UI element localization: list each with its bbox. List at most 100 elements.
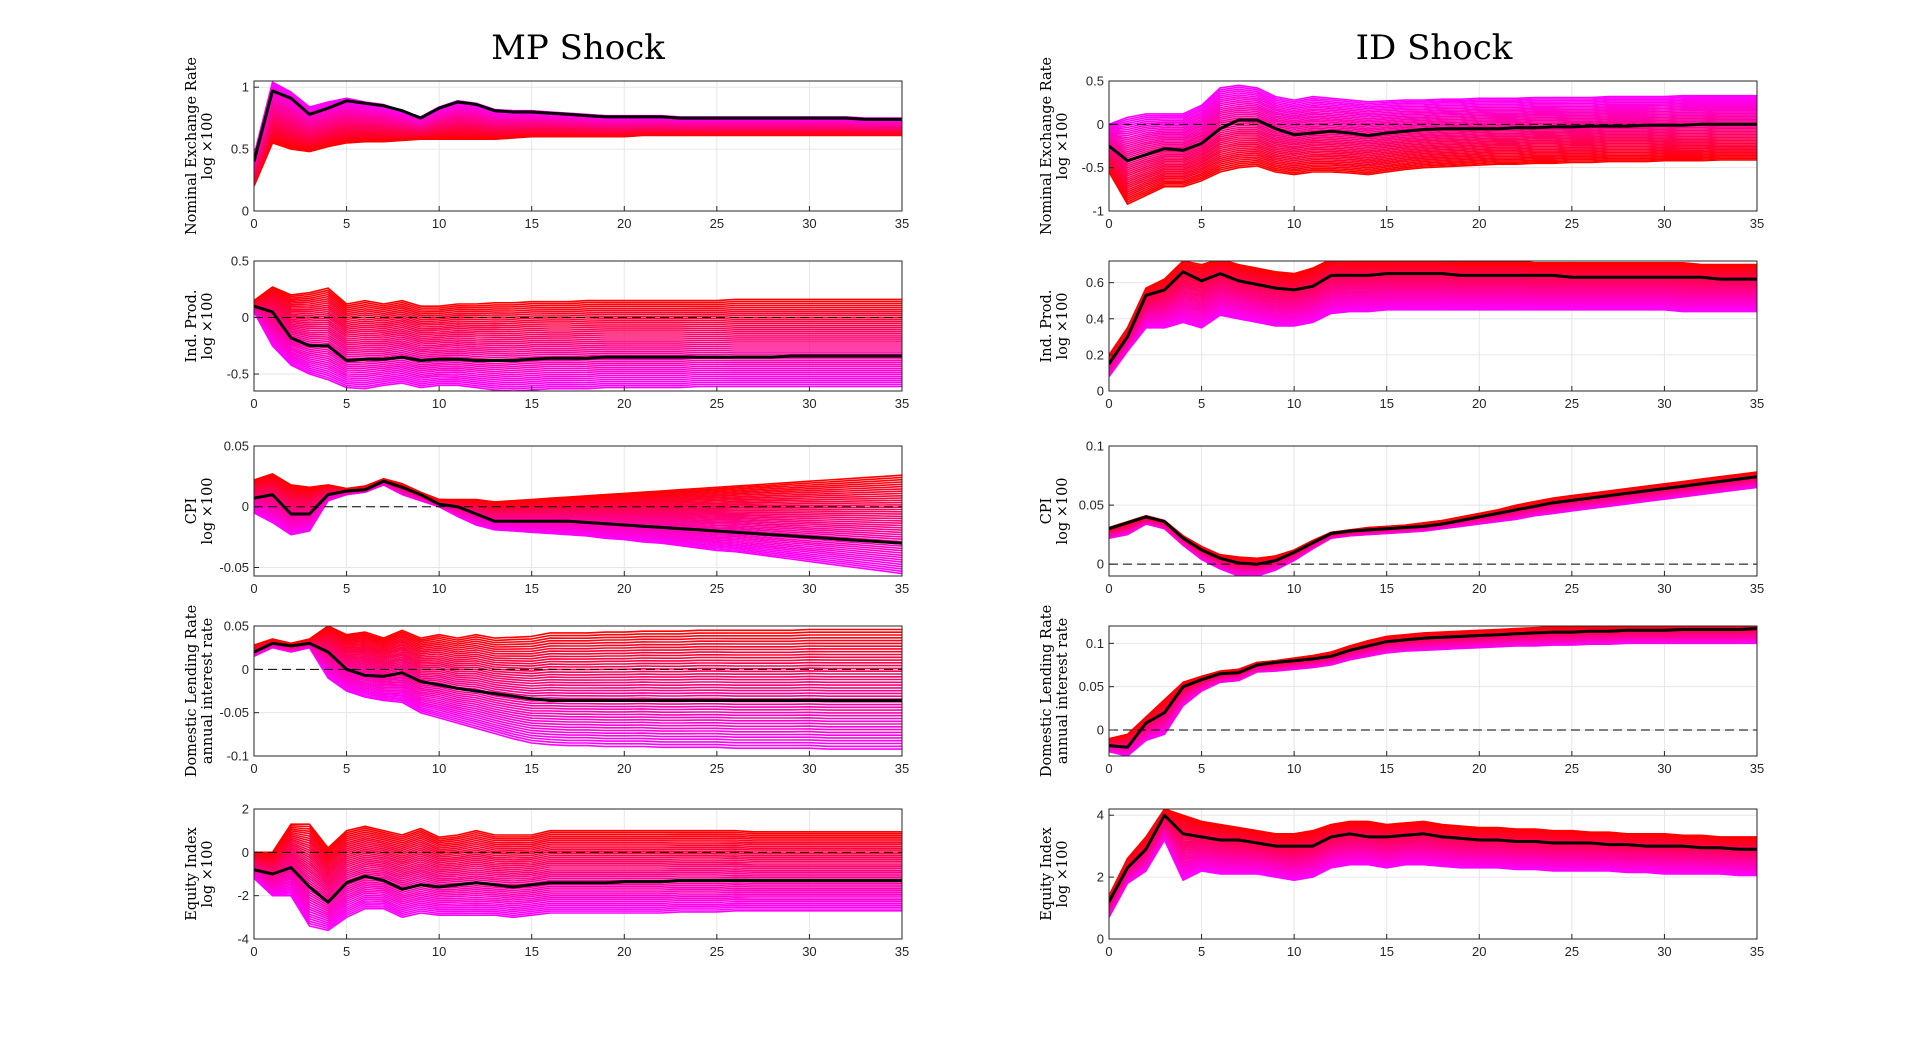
draw-line	[1109, 836, 1757, 916]
draw-line	[254, 642, 902, 687]
panel-id-cpi: 0 5 10 15 20 25 30 35 0 0.05 0.1 CPI log ×100	[1039, 439, 1764, 597]
draw-line	[254, 646, 902, 739]
draw-line	[254, 303, 902, 336]
draw-line	[1109, 809, 1757, 897]
draw-line	[1109, 288, 1757, 369]
draw-line	[254, 872, 902, 914]
axes-box	[1108, 625, 1758, 757]
x-tick-label: 20	[617, 581, 631, 596]
draw-line	[1109, 261, 1757, 356]
y-tick-label: -0.5	[227, 367, 249, 382]
draw-line	[254, 869, 902, 907]
draw-line	[1109, 303, 1757, 375]
draw-line	[254, 858, 902, 890]
draw-line	[254, 305, 902, 345]
x-tick-label: 35	[895, 216, 909, 231]
panel-id-equity-index: 0 5 10 15 20 25 30 35 0 2 4 Equity Index log ×100	[1039, 808, 1764, 959]
draw-line	[1109, 150, 1757, 193]
draw-line	[254, 311, 902, 390]
draw-line	[1109, 293, 1757, 371]
axes-box	[253, 625, 903, 757]
draw-line	[1109, 829, 1757, 911]
draw-line	[1109, 286, 1757, 368]
draw-line	[1109, 833, 1757, 914]
draw-line	[1109, 834, 1757, 915]
draw-line	[254, 305, 902, 351]
y-tick-label: -0.05	[219, 705, 249, 720]
draw-line	[254, 854, 902, 886]
x-tick-label: 30	[1657, 396, 1671, 411]
x-tick-label: 30	[802, 761, 816, 776]
draw-line	[254, 309, 902, 376]
draw-line	[1109, 814, 1757, 901]
draw-line	[254, 637, 902, 663]
median-line	[1109, 270, 1757, 365]
draw-line	[254, 645, 902, 725]
draw-line	[1109, 280, 1757, 365]
panel-mp-domestic-lending-rate: 0 5 10 15 20 25 30 35 -0.1 -0.05 0 0.05 Domestic Len…	[184, 605, 909, 777]
x-tick-label: 10	[432, 761, 446, 776]
draw-line	[1109, 292, 1757, 370]
y-tick-label: 0.1	[1086, 636, 1104, 651]
draw-line	[254, 846, 902, 876]
x-tick-label: 30	[802, 396, 816, 411]
y-tick-label: -0.5	[1082, 160, 1104, 175]
draw-line	[254, 833, 902, 861]
plot-area	[1109, 261, 1757, 378]
x-tick-label: 25	[1565, 581, 1579, 596]
draw-line	[254, 305, 902, 347]
y-axis-title: Ind. Prod.	[1039, 290, 1055, 363]
x-tick-label: 10	[1287, 944, 1301, 959]
draw-line	[254, 864, 902, 897]
draw-line	[1109, 809, 1757, 898]
y-tick-label: 0.1	[1086, 439, 1104, 454]
draw-line	[254, 870, 902, 909]
draw-line	[254, 646, 902, 742]
x-tick-label: 10	[1287, 581, 1301, 596]
y-axis-title: Ind. Prod.	[184, 290, 200, 363]
draw-line	[1109, 308, 1757, 378]
y-axis-units: log ×100	[1055, 292, 1071, 359]
x-tick-label: 15	[524, 761, 538, 776]
plot-area	[1109, 809, 1757, 918]
draw-line	[1109, 827, 1757, 910]
draw-line	[1109, 267, 1757, 360]
draw-line	[1109, 811, 1757, 899]
draw-line	[254, 873, 902, 918]
draw-line	[1109, 831, 1757, 913]
plot-area	[254, 286, 902, 391]
draw-line	[254, 861, 902, 893]
draw-line	[1109, 132, 1757, 169]
draw-line	[254, 294, 902, 319]
draw-line	[1109, 471, 1757, 560]
draw-line	[1109, 279, 1757, 365]
x-tick-label: 15	[1379, 761, 1393, 776]
draw-line	[1109, 144, 1757, 185]
x-tick-label: 15	[1379, 216, 1393, 231]
y-axis-units: log ×100	[200, 292, 216, 359]
draw-line	[1109, 135, 1757, 173]
draw-line	[1109, 835, 1757, 916]
draw-line	[254, 645, 902, 731]
draw-line	[254, 642, 902, 698]
draw-line	[254, 876, 902, 928]
axes-box	[1108, 80, 1758, 212]
draw-line	[254, 302, 902, 330]
axes-box	[1108, 808, 1758, 940]
draw-line	[254, 626, 902, 646]
draw-line	[254, 291, 902, 315]
draw-line	[1109, 278, 1757, 364]
x-tick-label: 20	[617, 396, 631, 411]
draw-line	[254, 304, 902, 344]
y-tick-label: -0.1	[227, 749, 249, 764]
x-tick-label: 0	[1105, 396, 1112, 411]
y-axis-units: log ×100	[1055, 112, 1071, 179]
x-tick-label: 15	[524, 581, 538, 596]
draw-line	[254, 851, 902, 882]
draw-line	[1109, 103, 1757, 139]
x-tick-label: 0	[1105, 581, 1112, 596]
draw-line	[1109, 834, 1757, 915]
y-tick-label: 0.05	[1079, 498, 1104, 513]
draw-line	[254, 310, 902, 382]
y-tick-label: 0	[242, 310, 249, 325]
